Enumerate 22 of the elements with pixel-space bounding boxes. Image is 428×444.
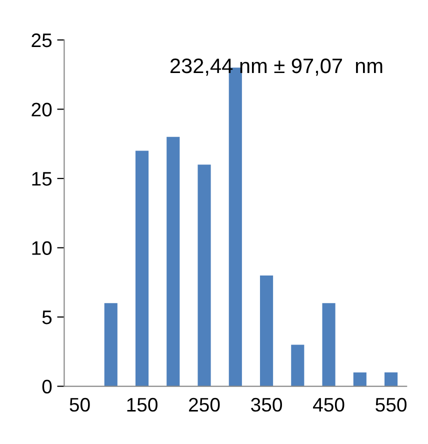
x-tick-label: 350: [251, 398, 282, 412]
y-tick-label: 0: [42, 380, 52, 394]
y-tick-label: 20: [32, 102, 52, 116]
y-tick-label: 5: [42, 310, 52, 324]
bar: [104, 303, 118, 386]
y-tick-label: 10: [32, 241, 52, 255]
y-tick-label: 25: [32, 33, 52, 48]
x-tick-label: 150: [127, 398, 158, 412]
bar: [135, 150, 149, 386]
bar: [353, 372, 366, 386]
bar: [166, 136, 180, 386]
x-tick-label: 450: [313, 398, 344, 412]
bar: [322, 303, 336, 386]
bar: [384, 372, 398, 386]
x-tick-label: 550: [376, 398, 406, 412]
bar: [198, 164, 211, 386]
x-tick-label: 250: [189, 398, 220, 412]
bar: [291, 344, 304, 386]
annotation: 232,44 nm ± 97,07 nm: [170, 58, 382, 76]
bar: [260, 275, 274, 386]
y-tick-label: 15: [32, 172, 52, 186]
x-tick-label: 50: [70, 398, 90, 412]
